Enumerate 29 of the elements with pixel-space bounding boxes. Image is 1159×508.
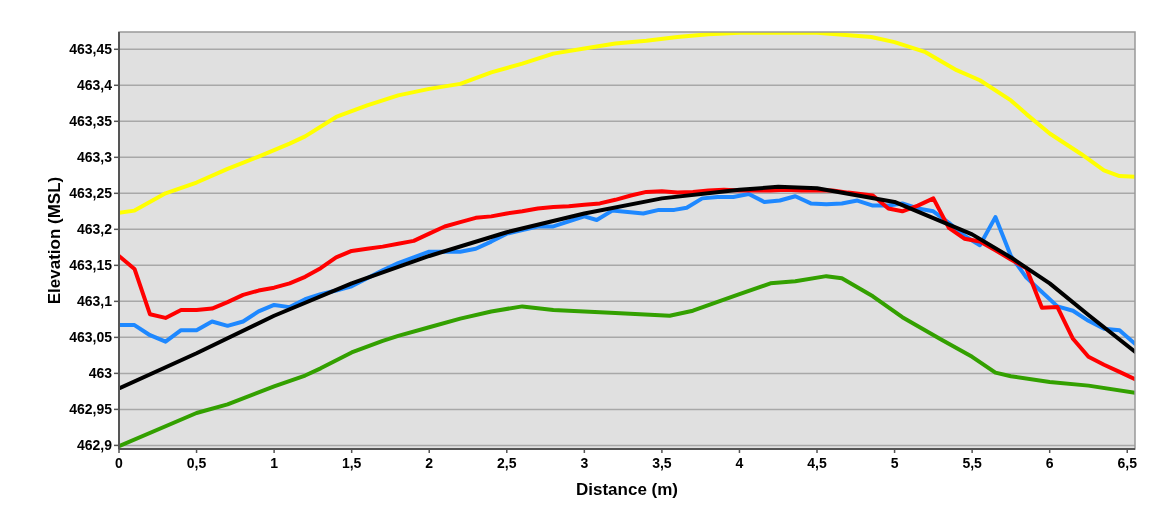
y-tick-label: 463 bbox=[88, 365, 113, 382]
x-tick-label: 4,5 bbox=[807, 455, 827, 471]
line-series bbox=[119, 32, 1135, 215]
y-tick-label: 462,9 bbox=[76, 437, 113, 454]
y-tick-label: 463,15 bbox=[69, 257, 113, 274]
y-tick-label: 463,05 bbox=[69, 329, 113, 346]
y-tick-label: 463,45 bbox=[69, 41, 113, 58]
y-tick-label: 463,1 bbox=[76, 293, 113, 310]
x-tick-label: 4 bbox=[735, 455, 744, 471]
y-tick-label: 463,35 bbox=[69, 113, 113, 130]
x-tick-label: 1,5 bbox=[341, 455, 362, 471]
x-tick-label: 3 bbox=[580, 455, 589, 471]
x-tick-label: 5 bbox=[890, 455, 899, 471]
x-tick-label: 0,5 bbox=[186, 455, 207, 471]
x-tick-label: 6,5 bbox=[1117, 455, 1138, 471]
x-tick-label: 2 bbox=[425, 455, 434, 471]
x-tick-label: 2,5 bbox=[497, 455, 517, 471]
x-tick-label: 3,5 bbox=[652, 455, 672, 471]
x-tick-label: 5,5 bbox=[962, 455, 983, 471]
x-tick-label: 1 bbox=[270, 455, 279, 471]
x-tick-label: 0 bbox=[115, 455, 124, 471]
y-tick-label: 463,25 bbox=[69, 185, 113, 202]
y-tick-label: 463,2 bbox=[76, 221, 113, 238]
x-axis-title: Distance (m) bbox=[575, 480, 679, 499]
y-axis-title: Elevation (MSL) bbox=[45, 176, 64, 305]
y-tick-label: 463,4 bbox=[76, 77, 113, 94]
y-tick-label: 463,3 bbox=[76, 149, 113, 166]
y-tick-label: 462,95 bbox=[69, 401, 113, 418]
x-tick-label: 6 bbox=[1045, 455, 1054, 471]
